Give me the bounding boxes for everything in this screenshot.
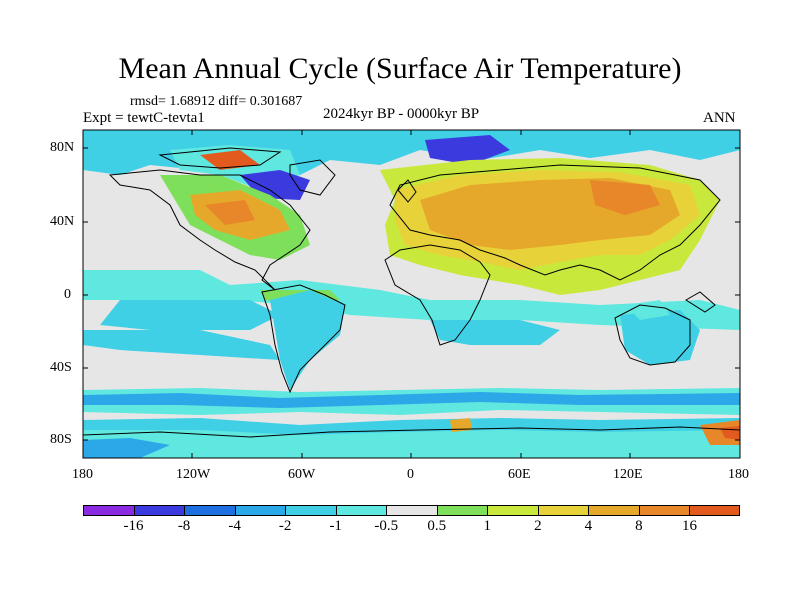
colorbar-label: 0.5 (427, 518, 447, 534)
colorbar-swatch (83, 505, 135, 516)
colorbar-label: -16 (123, 518, 144, 534)
colorbar-swatch (335, 505, 388, 516)
colorbar-label: 8 (635, 518, 643, 534)
lat-label-40n: 40N (50, 214, 75, 229)
colorbar-label: -8 (177, 518, 191, 534)
lon-label-60w: 60W (288, 467, 316, 482)
colorbar-swatch (638, 505, 691, 516)
colorbar-swatch (184, 505, 236, 516)
colorbar-swatch (234, 505, 287, 516)
colorbar-label: -4 (228, 518, 241, 534)
lon-label-120e: 120E (613, 467, 643, 482)
season-label: ANN (703, 110, 736, 126)
colorbar-swatch (436, 505, 489, 516)
lat-label-0: 0 (64, 287, 71, 302)
anomaly-field (83, 130, 740, 458)
axis-ticks (83, 130, 740, 458)
colorbar-label: -1 (329, 518, 342, 534)
lon-label-60e: 60E (508, 467, 531, 482)
lon-label-0: 0 (407, 467, 414, 482)
colorbar-swatch (285, 505, 337, 516)
colorbar-swatch (689, 505, 740, 516)
colorbar-swatch (133, 505, 186, 516)
colorbar-swatch (386, 505, 438, 516)
colorbar-label: 4 (584, 518, 593, 534)
lon-label-180w: 180 (72, 467, 93, 482)
lat-label-80n: 80N (50, 140, 75, 155)
map-title: Mean Annual Cycle (Surface Air Temperatu… (118, 52, 682, 85)
colorbar-label: 16 (681, 518, 697, 534)
period-label: 2024kyr BP - 0000kyr BP (323, 106, 480, 122)
colorbar-swatch (487, 505, 539, 516)
lon-label-120w: 120W (176, 467, 211, 482)
lon-label-180e: 180 (728, 467, 749, 482)
stats-text: rmsd= 1.68912 diff= 0.301687 (130, 94, 303, 109)
experiment-label: Expt = tewtC-tevta1 (83, 110, 205, 126)
coastlines (83, 147, 740, 438)
colorbar-swatch (537, 505, 590, 516)
colorbar-label: 1 (483, 518, 492, 534)
colorbar-label: -0.5 (374, 518, 399, 534)
lat-label-40s: 40S (50, 360, 72, 375)
lat-label-80s: 80S (50, 432, 72, 447)
colorbar-label: -2 (278, 518, 292, 534)
colorbar-label: 2 (534, 518, 542, 534)
colorbar-swatch (588, 505, 640, 516)
